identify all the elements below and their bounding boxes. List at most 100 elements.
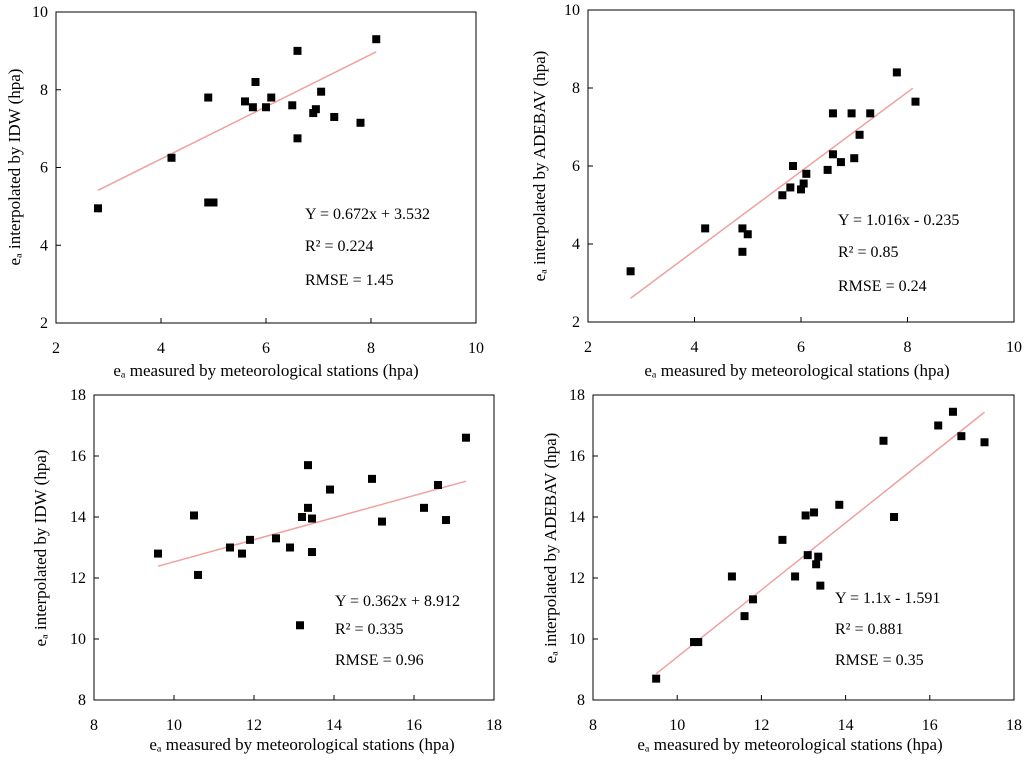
y-axis-title: eₐ interpolated by IDW (hpa) [31,450,50,647]
y-axis-title: eₐ interpolated by ADEBAV (hpa) [541,433,560,664]
data-point [288,101,297,110]
data-point [308,514,316,523]
data-point [626,267,635,276]
x-tick-label: 2 [52,340,60,357]
data-point [204,93,213,102]
stat-annotation: Y = 0.672x + 3.532 [305,206,430,223]
y-tick-label: 4 [572,236,580,253]
trend-line [630,87,914,299]
data-point [980,438,989,447]
x-tick-label: 8 [904,339,912,356]
x-tick-label: 8 [589,717,597,734]
y-tick-label: 18 [70,387,86,404]
data-point [368,474,376,483]
y-axis-title: eₐ interpolated by ADEBAV (hpa) [530,51,549,282]
x-tick-label: 10 [669,717,685,734]
x-tick-label: 12 [246,717,262,734]
y-tick-label: 2 [572,314,580,331]
y-tick-label: 16 [70,448,86,465]
plot-area-frame [587,9,1015,323]
data-point [251,77,260,86]
stat-annotation: Y = 1.016x - 0.235 [838,212,959,229]
plot-area-frame [93,394,495,701]
data-point [778,535,787,544]
trend-line [655,411,985,675]
data-point [890,513,899,521]
stat-annotation: R² = 0.335 [335,621,404,638]
data-point [194,570,202,579]
y-tick-label: 16 [569,448,585,465]
x-tick-label: 14 [838,717,854,734]
x-axis-title: eₐ measured by meteorological stations (… [644,361,949,380]
data-point [701,224,710,233]
stat-annotation: Y = 1.1x - 1.591 [835,590,940,607]
data-point [694,638,703,647]
data-point [304,503,312,512]
x-tick-label: 8 [367,340,375,357]
data-point [828,109,837,118]
x-axis-title: eₐ measured by meteorological stations (… [637,735,942,754]
stat-annotation: R² = 0.881 [835,621,904,638]
data-point [167,153,176,162]
data-point [748,595,757,604]
data-point [326,485,334,494]
y-tick-label: 2 [40,315,48,332]
data-point [801,511,810,520]
data-point [879,436,888,445]
chart-panel-3: 8 10 12 14 16 18 8 10 12 14 16 18 Y = 0.362x + 8.912… [31,387,502,754]
y-tick-label: 10 [70,631,86,648]
data-point [434,480,442,489]
data-point [317,87,326,96]
data-point [248,103,257,112]
y-tick-label: 4 [40,237,48,254]
data-point [802,169,811,178]
stat-annotation: Y = 0.362x + 8.912 [335,593,460,610]
data-point [957,432,966,441]
data-point [934,421,943,430]
data-point [866,109,875,118]
data-point [246,535,254,544]
x-tick-label: 16 [922,717,938,734]
data-point [828,150,837,159]
data-point [948,407,957,416]
x-tick-label: 6 [262,340,270,357]
data-point [690,638,699,647]
x-tick-label: 12 [753,717,769,734]
y-tick-label: 8 [40,82,48,99]
data-point [740,612,749,621]
data-point [296,621,304,630]
data-point [652,674,661,683]
y-tick-label: 10 [32,4,48,21]
x-tick-label: 18 [486,717,502,734]
data-point [298,513,306,521]
data-point [836,158,845,167]
plot-area-frame [592,394,1015,701]
y-tick-label: 8 [572,80,580,97]
data-point [190,511,198,520]
data-point [372,35,381,44]
data-point [204,198,213,207]
x-tick-label: 6 [797,339,805,356]
data-point [738,247,747,256]
y-tick-label: 12 [569,570,585,587]
stat-annotation: RMSE = 0.35 [835,652,924,669]
x-tick-label: 2 [584,339,592,356]
x-tick-label: 4 [691,339,699,356]
stat-annotation: RMSE = 0.24 [838,278,927,295]
y-tick-label: 8 [577,692,585,709]
data-point [727,572,736,581]
y-tick-label: 14 [569,509,585,526]
data-point [378,517,386,526]
y-tick-label: 14 [70,509,86,526]
data-point [209,198,218,207]
y-tick-label: 6 [40,160,48,177]
data-point [238,549,246,558]
data-point [835,500,844,509]
data-point [799,179,808,188]
data-point [94,204,102,213]
y-axis-title: eₐ interpolated by IDW (hpa) [5,69,24,266]
chart-panel-2: 2 4 6 8 10 2 4 6 8 10 Y = 1.016x - 0.235 R² = 0.85 R… [530,2,1022,380]
x-tick-label: 18 [1006,717,1022,734]
stat-annotation: R² = 0.85 [838,244,899,261]
